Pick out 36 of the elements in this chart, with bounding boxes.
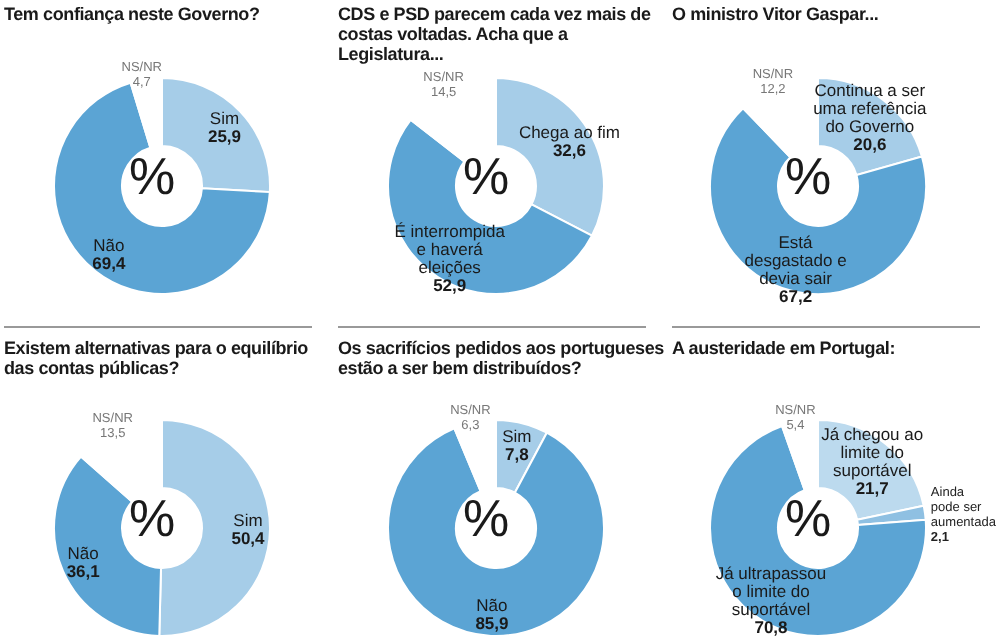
text: % bbox=[128, 488, 176, 548]
data-label: 21,7 bbox=[855, 478, 890, 499]
slice-label: Chega ao fim bbox=[518, 122, 621, 143]
slice-label: Já chegou ao limite do suportável bbox=[821, 424, 924, 481]
data-label: 50,4 bbox=[231, 528, 266, 549]
data-label: 70,8 bbox=[754, 617, 789, 638]
data-label: 69,4 bbox=[92, 252, 126, 273]
slice-label: Sim bbox=[502, 425, 532, 446]
data-label: 20,6 bbox=[853, 134, 887, 155]
text: % bbox=[128, 146, 176, 206]
donut-slice bbox=[387, 427, 605, 637]
chart-title: A austeridade em Portugal: bbox=[672, 338, 897, 358]
slice-label: Não bbox=[476, 594, 509, 615]
chart-title: O ministro Vitor Gaspar... bbox=[672, 4, 881, 24]
chart-title: Existem alternativas para o equilíbrio das contas públicas? bbox=[4, 338, 310, 378]
chart-title: Os sacrifícios pedidos aos portugueses estão a ser bem distribuídos? bbox=[338, 338, 666, 378]
data-label: 25,9 bbox=[207, 125, 242, 146]
text: % bbox=[462, 488, 510, 548]
slice-label: Continua a ser uma referência do Governo bbox=[813, 80, 928, 137]
data-label: 67,2 bbox=[779, 286, 813, 307]
text: % bbox=[784, 488, 832, 548]
data-label: 52,9 bbox=[433, 275, 467, 296]
data-label: 85,9 bbox=[475, 612, 510, 633]
data-label: 32,6 bbox=[552, 140, 587, 161]
data-label: 7,8 bbox=[505, 443, 530, 464]
slice-label: Não bbox=[67, 543, 100, 564]
chart-title: Tem confiança neste Governo? bbox=[4, 4, 262, 24]
data-label: 36,1 bbox=[66, 561, 101, 582]
slice-label: Não bbox=[93, 234, 125, 255]
text: % bbox=[462, 146, 510, 206]
slice-label: Sim bbox=[209, 107, 240, 128]
text: % bbox=[784, 146, 832, 206]
donut-slice bbox=[53, 81, 271, 295]
slice-label: Sim bbox=[233, 510, 263, 531]
slice-label: Está desgastado e devia sair bbox=[744, 232, 848, 289]
chart-title: CDS e PSD parecem cada vez mais de costas voltadas. Acha que a Legislatura... bbox=[338, 4, 653, 64]
